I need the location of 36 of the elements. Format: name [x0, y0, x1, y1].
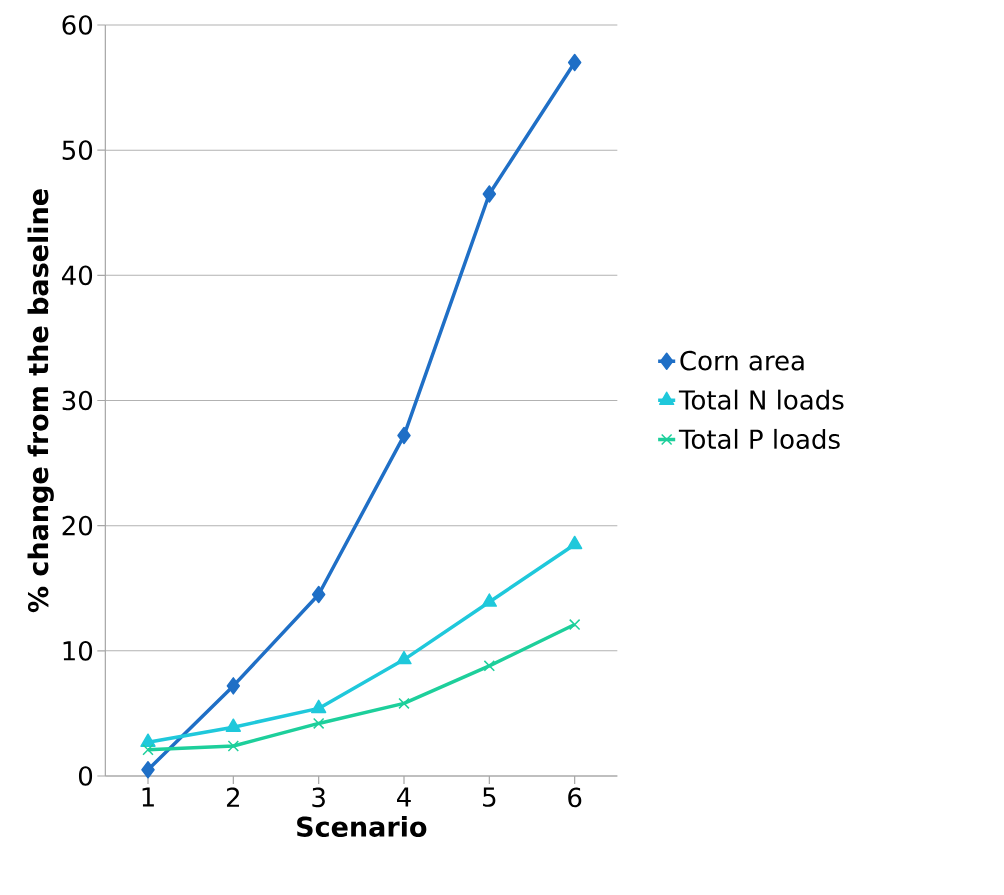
- y-tick-label: 40: [61, 265, 93, 286]
- x-tick-label: 5: [483, 787, 496, 807]
- point: [226, 677, 241, 695]
- point: [312, 717, 325, 730]
- point: [142, 744, 154, 756]
- point: [140, 733, 156, 747]
- y-tick-label: 50: [62, 140, 93, 160]
- point: [310, 699, 327, 714]
- point: [568, 618, 581, 631]
- point: [483, 660, 496, 672]
- point: [311, 585, 326, 604]
- legend-label: Total N loads: [678, 389, 844, 410]
- point: [567, 53, 582, 72]
- x-tick-label: 6: [568, 787, 582, 808]
- point: [398, 697, 410, 710]
- point: [396, 650, 412, 665]
- y-tick-label: 30: [62, 390, 93, 411]
- y-tick-label: 0: [78, 766, 93, 786]
- x-tick-label: 4: [397, 787, 411, 807]
- point: [227, 740, 240, 752]
- point: [141, 760, 155, 779]
- point: [567, 535, 583, 550]
- legend-label: Total P loads: [678, 428, 840, 450]
- point: [482, 185, 497, 203]
- x-tick-label: 2: [226, 787, 240, 807]
- y-tick-label: 20: [62, 515, 93, 536]
- point: [397, 426, 411, 445]
- point: [225, 718, 242, 732]
- legend-label: Corn area: [680, 350, 804, 371]
- y-tick-label: 10: [63, 640, 93, 661]
- x-axis-title: Scenario: [297, 816, 427, 837]
- x-tick-label: 1: [142, 787, 154, 807]
- x-tick-label: 3: [312, 787, 325, 808]
- point: [481, 593, 498, 607]
- y-axis-title: % change from the baseline: [27, 189, 54, 613]
- y-tick-label: 60: [62, 15, 93, 35]
